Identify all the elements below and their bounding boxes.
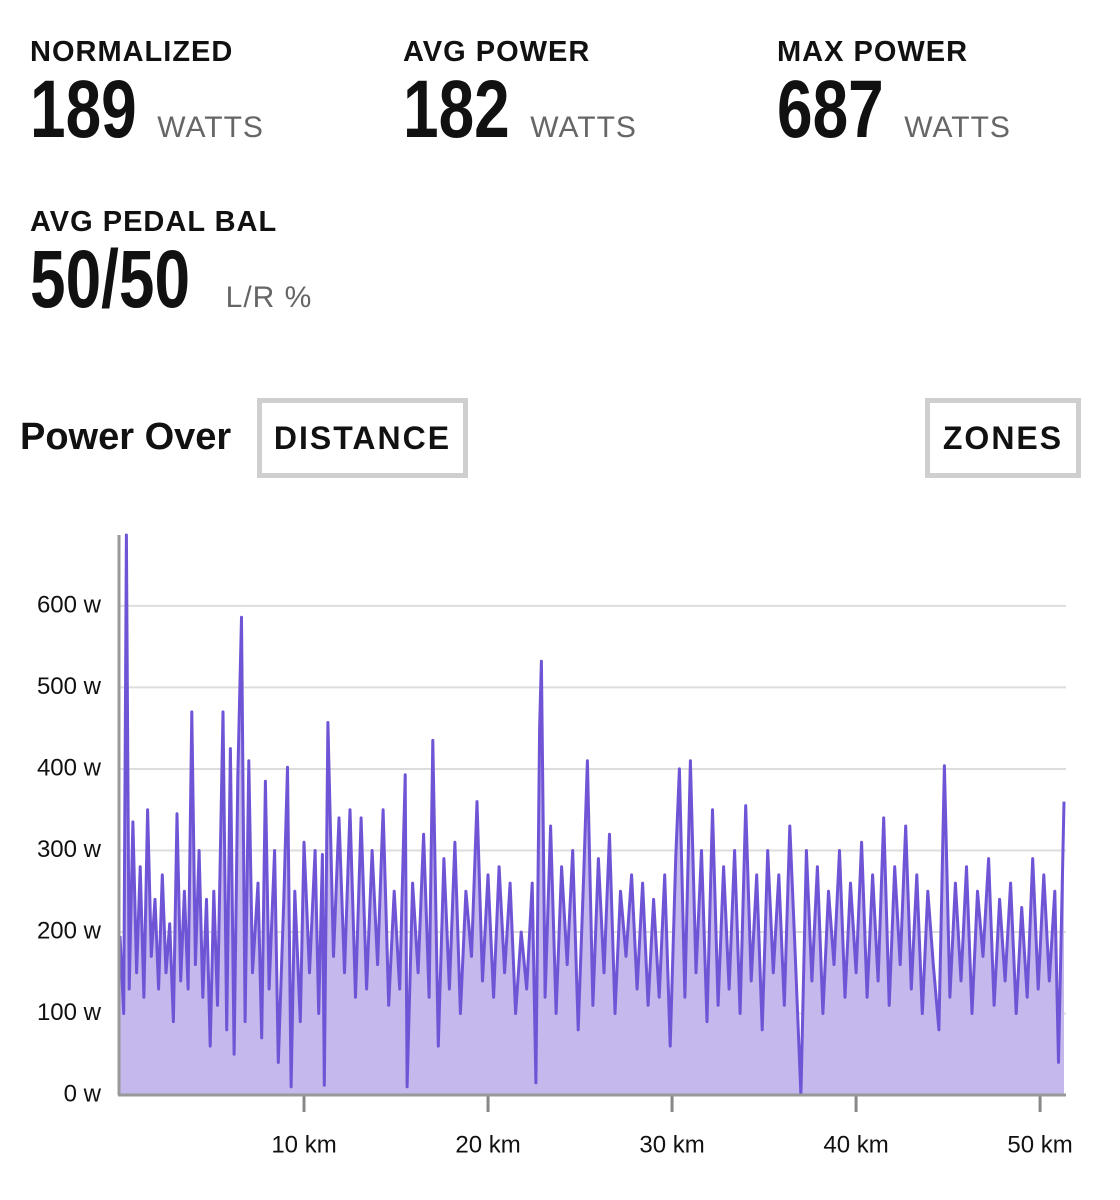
y-tick-label: 100 w <box>37 999 102 1026</box>
stat-unit: WATTS <box>530 111 637 144</box>
stat-label: NORMALIZED <box>30 36 234 68</box>
y-tick-label: 200 w <box>37 917 102 944</box>
stat-unit: WATTS <box>904 111 1011 144</box>
y-tick-label: 500 w <box>37 673 102 700</box>
x-tick-label: 30 km <box>639 1131 704 1158</box>
stat-value: 687 <box>777 64 884 155</box>
x-tick-label: 50 km <box>1007 1131 1072 1158</box>
stat-label: MAX POWER <box>777 36 969 68</box>
stat: MAX POWER 687 WATTS <box>777 36 1011 151</box>
area <box>120 535 1064 1095</box>
y-tick-label: 0 w <box>64 1080 102 1107</box>
x-tick-label: 10 km <box>271 1131 336 1158</box>
stat-value: 50/50 <box>30 234 191 325</box>
stat-label: AVG POWER <box>403 36 591 68</box>
stat: NORMALIZED 189 WATTS <box>30 36 264 151</box>
stat-label: AVG PEDAL BAL <box>30 206 278 238</box>
y-tick-label: 600 w <box>37 591 102 618</box>
y-tick-label: 300 w <box>37 836 102 863</box>
stat: AVG PEDAL BAL 50/50 L/R % <box>30 206 312 321</box>
distance-button[interactable]: DISTANCE <box>257 398 468 478</box>
stat-unit: L/R % <box>225 281 313 314</box>
stat-value: 189 <box>30 64 137 155</box>
stat: AVG POWER 182 WATTS <box>403 36 637 151</box>
zones-button[interactable]: ZONES <box>925 398 1081 478</box>
stat-unit: WATTS <box>157 111 264 144</box>
section-heading: Power Over <box>20 416 232 458</box>
stat-value: 182 <box>403 64 510 155</box>
y-tick-label: 400 w <box>37 754 102 781</box>
x-tick-label: 40 km <box>823 1131 888 1158</box>
line <box>118 533 1066 1097</box>
x-tick-label: 20 km <box>455 1131 520 1158</box>
